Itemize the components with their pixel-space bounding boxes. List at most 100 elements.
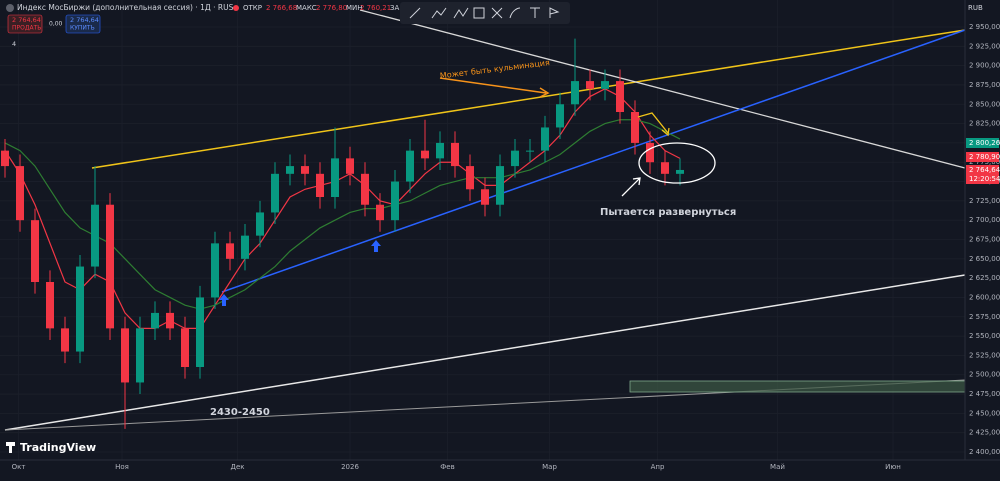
tool-line[interactable] [409,7,421,19]
candle-body [481,189,489,205]
y-tick-label: 2 500,00 [969,371,1000,379]
arrow [637,112,670,137]
axis: 2 400,00 2 425,00 2 450,00 2 475,00 2 500,00… [969,23,1000,456]
price-label-bg [966,165,999,184]
price-label: 2 780,90 [969,153,1000,161]
candle-body [226,243,234,259]
candle-body [571,81,579,105]
y-tick-label: 2 775,00 [969,158,1000,166]
tool-flag[interactable] [549,7,560,18]
x-tick-label: Окт [12,463,26,471]
x-tick-label: Фев [440,463,454,471]
x-tick-label: Дек [230,463,244,471]
price-label: 2 764,64 [969,166,1000,174]
y-tick-label: 2 475,00 [969,390,1000,398]
zone [629,380,966,393]
y-tick-label: 2 600,00 [969,293,1000,301]
ohlc-value: 2 766,68 [266,4,297,12]
candle-body [151,312,159,329]
tool-brush[interactable] [509,7,521,19]
candle-body [616,81,624,112]
brand-logo [6,442,15,453]
candle-body [271,173,279,213]
toolbar [400,2,570,24]
candle-body [286,166,294,174]
y-tick-label: 2 925,00 [969,42,1000,50]
ohlc-label: ОТКР [243,4,262,12]
symbol: Индекс МосБиржи (дополнительная сессия) … [17,3,234,12]
price-label-bg [966,138,999,148]
indicators-count[interactable]: 4 [12,40,16,48]
candle-body [196,297,204,367]
y-tick-label: 2 650,00 [969,255,1000,263]
arrow-up [371,240,381,252]
spread: 0,00 [49,21,63,28]
tool-text[interactable] [530,7,540,18]
candle-body [631,112,639,143]
candle-body [601,81,609,89]
candle-body [121,328,129,383]
sell-price[interactable]: 2 764,64 [12,16,41,24]
trend-line [4,274,966,431]
x-tick-label: Июн [885,463,901,471]
y-tick-label: 2 700,00 [969,216,1000,224]
candle-body [46,282,54,329]
currency: RUB [968,4,983,12]
tool-path[interactable] [431,7,447,19]
candle-body [496,166,504,205]
candle-body [511,150,519,167]
trend-line [91,29,966,169]
y-tick-label: 2 900,00 [969,62,1000,70]
y-tick-label: 2 425,00 [969,429,1000,437]
tool-cross[interactable] [491,7,503,19]
y-tick-label: 2 525,00 [969,351,1000,359]
toolbar-icons[interactable] [409,7,560,19]
brand: TradingView [20,441,96,454]
candle-body [1,150,9,167]
buy-button[interactable] [65,14,101,34]
tool-wave[interactable] [453,7,469,19]
candle-body [646,142,654,163]
candle-body [31,220,39,282]
y-tick-label: 2 450,00 [969,409,1000,417]
y-tick-label: 2 850,00 [969,100,1000,108]
candle-body [466,166,474,190]
plot [1,38,684,429]
y-tick-label: 2 675,00 [969,236,1000,244]
tool-rect[interactable] [473,7,485,19]
ohlc-label: ЗА [390,4,399,12]
y-tick-label: 2 825,00 [969,120,1000,128]
candle-body [436,142,444,159]
grid [0,0,965,460]
x-tick-label: Мар [542,463,557,471]
y-tick-label: 2 575,00 [969,313,1000,321]
candle-body [541,127,549,151]
price-label: 2 800,26 [969,139,1000,147]
candle-body [76,266,84,352]
sell-button[interactable] [7,14,43,34]
candle-body [241,235,249,259]
candle-body [301,166,309,174]
countdown: 12:20:54 [969,175,1000,183]
candle-body [256,212,264,236]
ohlc-value: 2 760,21 [360,4,391,12]
candle-body [661,162,669,174]
y-tick-label: 2 725,00 [969,197,1000,205]
trend-line [221,29,966,293]
symbol-icon [6,4,14,12]
candle-body [16,166,24,221]
x-tick-label: Ноя [115,463,129,471]
buy-label[interactable]: КУПИТЬ [70,25,95,32]
price-label-bg [966,152,999,162]
y-tick-label: 2 400,00 [969,448,1000,456]
candle-body [451,142,459,167]
candle-body [676,169,684,174]
y-tick-label: 2 950,00 [969,23,1000,31]
candle-body [211,243,219,298]
buy-price[interactable]: 2 764,64 [70,16,99,24]
x-tick-label: Май [770,463,785,471]
sell-label[interactable]: ПРОДАТЬ [12,25,41,32]
